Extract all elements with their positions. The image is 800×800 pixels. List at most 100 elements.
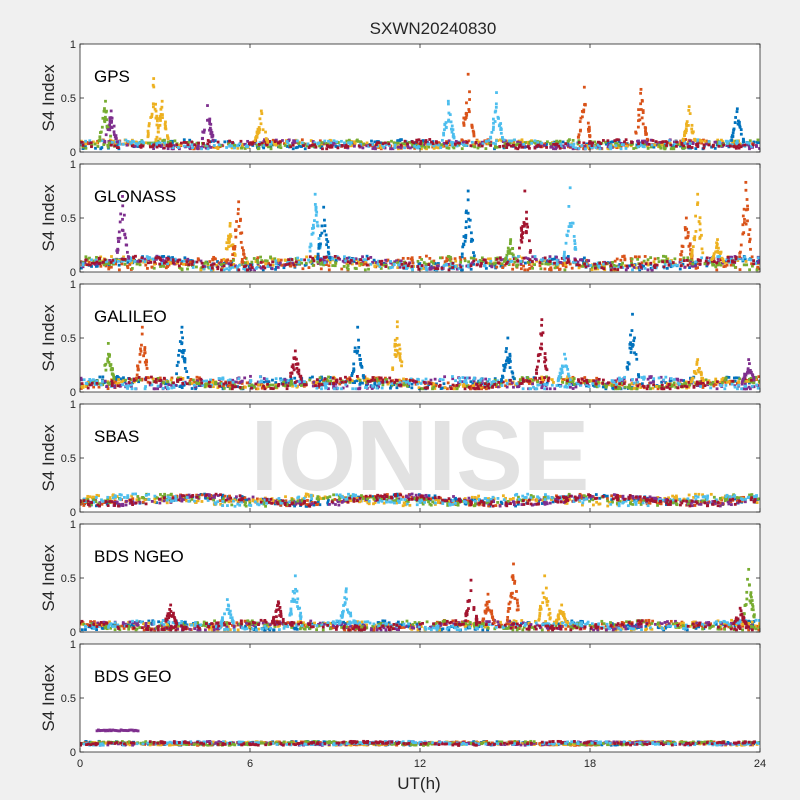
data-point <box>122 376 125 380</box>
data-point <box>604 382 607 386</box>
data-point <box>349 144 352 148</box>
data-point <box>733 266 737 269</box>
data-point <box>641 139 644 143</box>
data-point <box>419 142 422 146</box>
spike-point <box>525 210 528 214</box>
data-point <box>422 267 426 270</box>
data-point <box>630 141 634 145</box>
data-point <box>193 143 197 147</box>
data-point <box>348 142 352 146</box>
data-point <box>136 145 140 148</box>
data-point <box>736 381 739 385</box>
data-point <box>214 382 217 385</box>
spike-point <box>160 105 164 109</box>
spike-point <box>237 225 241 228</box>
data-point <box>432 266 435 270</box>
data-point <box>166 140 170 144</box>
data-point <box>365 254 369 258</box>
spike-point <box>317 237 321 240</box>
data-point <box>676 381 680 385</box>
data-point <box>561 144 565 148</box>
data-point <box>755 144 758 147</box>
data-point <box>563 146 566 150</box>
data-point <box>335 140 339 144</box>
data-point <box>350 379 354 383</box>
data-point <box>325 377 329 381</box>
spike-point <box>525 231 528 235</box>
data-point <box>126 264 129 268</box>
data-point <box>649 256 653 260</box>
data-point <box>448 266 452 270</box>
data-point <box>743 143 747 147</box>
spike-point <box>117 230 121 234</box>
data-point <box>237 377 241 381</box>
y-tick-label: 1 <box>70 39 76 51</box>
data-point <box>672 381 676 385</box>
data-point <box>356 387 360 391</box>
data-point <box>371 376 375 379</box>
data-point <box>113 385 117 389</box>
data-point <box>510 139 514 143</box>
data-point <box>299 258 303 261</box>
data-point <box>352 260 356 263</box>
spike-point <box>462 122 466 126</box>
data-point <box>410 145 414 149</box>
data-point <box>524 256 528 260</box>
data-point <box>373 378 377 382</box>
data-point <box>698 139 702 142</box>
data-point <box>137 141 141 145</box>
data-point <box>166 380 170 384</box>
data-point <box>277 382 281 386</box>
data-point <box>646 147 650 150</box>
spike-point <box>309 242 313 246</box>
data-point <box>363 378 366 382</box>
data-point <box>606 146 610 150</box>
data-point <box>555 384 559 387</box>
data-point <box>602 262 605 266</box>
data-point <box>612 383 616 387</box>
data-point <box>274 381 278 384</box>
spike-point <box>460 138 464 142</box>
data-point <box>263 387 267 391</box>
data-point <box>406 145 410 149</box>
spike-point <box>125 250 129 254</box>
data-point <box>382 263 386 267</box>
data-point <box>268 140 271 143</box>
data-point <box>219 260 223 264</box>
spike-point <box>562 255 566 258</box>
spike-peak <box>687 105 691 109</box>
spike-point <box>208 119 211 123</box>
data-point <box>727 380 731 384</box>
spike-point <box>443 122 447 126</box>
spike-point <box>496 115 500 119</box>
data-point <box>266 382 269 386</box>
data-point <box>320 141 324 145</box>
data-point <box>206 142 210 146</box>
spike-point <box>185 370 189 373</box>
spike-point <box>505 253 509 257</box>
y-axis-label: S4 Index <box>39 64 58 132</box>
data-point <box>682 144 685 148</box>
data-point <box>297 260 301 264</box>
data-point <box>577 139 581 143</box>
data-point <box>675 144 678 148</box>
data-point <box>102 381 106 385</box>
data-point <box>602 267 606 271</box>
data-point <box>455 383 459 387</box>
spike-point <box>326 250 330 254</box>
data-point <box>471 142 475 146</box>
data-point <box>445 259 449 263</box>
data-point <box>319 146 323 150</box>
data-point <box>682 259 686 262</box>
data-point <box>439 146 443 150</box>
data-point <box>195 381 199 385</box>
data-point <box>188 260 192 264</box>
data-point <box>548 257 551 261</box>
data-point <box>116 384 120 388</box>
data-point <box>500 262 504 266</box>
data-point <box>340 267 344 271</box>
data-point <box>200 381 204 385</box>
spike-peak <box>313 192 317 196</box>
spike-point <box>746 219 749 223</box>
data-point <box>159 258 162 262</box>
